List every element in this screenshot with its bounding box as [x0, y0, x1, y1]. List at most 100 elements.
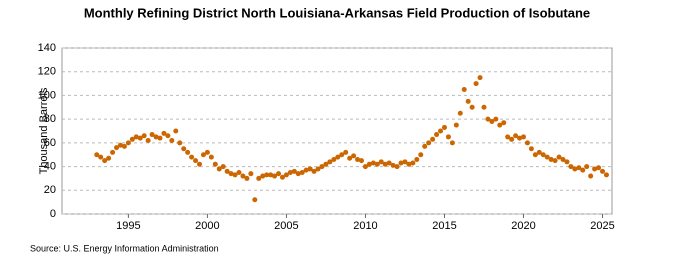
data-point	[445, 134, 451, 140]
data-point	[264, 172, 270, 178]
data-point	[102, 158, 108, 164]
data-point	[121, 143, 127, 149]
data-point	[370, 160, 376, 166]
data-point	[228, 171, 234, 177]
data-point	[426, 140, 432, 146]
data-point	[548, 156, 554, 162]
data-point	[94, 152, 100, 158]
data-point	[513, 133, 519, 139]
x-tick-label: 2005	[274, 220, 298, 232]
data-point	[169, 137, 175, 143]
data-point	[299, 170, 305, 175]
data-point	[556, 154, 562, 160]
y-tick-label: 0	[50, 208, 56, 220]
data-point	[398, 160, 404, 166]
data-point	[592, 166, 598, 172]
data-point	[272, 173, 278, 179]
data-point	[596, 165, 602, 171]
data-point	[291, 168, 297, 174]
data-point	[252, 197, 258, 203]
data-point	[382, 161, 388, 167]
data-point	[386, 160, 392, 166]
chart-title: Monthly Refining District North Louisian…	[84, 5, 590, 20]
data-point	[532, 152, 538, 158]
data-point	[208, 154, 214, 160]
data-point	[240, 173, 246, 179]
data-point	[268, 172, 274, 178]
data-point	[493, 116, 499, 122]
x-tick-label: 2010	[353, 220, 377, 232]
x-tick-label: 2000	[195, 220, 219, 232]
data-point	[461, 87, 467, 92]
data-point	[414, 156, 420, 162]
data-point	[220, 164, 226, 170]
data-point	[216, 166, 222, 172]
data-point	[189, 154, 195, 160]
data-point	[406, 161, 412, 167]
data-point	[185, 149, 191, 155]
y-tick-label: 140	[38, 42, 56, 54]
data-point	[279, 174, 285, 180]
data-point	[520, 134, 526, 140]
data-point	[434, 132, 440, 138]
data-point	[402, 159, 408, 165]
data-point	[410, 160, 416, 166]
data-point	[141, 133, 147, 139]
y-tick-label: 120	[38, 66, 56, 78]
y-tick-label: 60	[44, 137, 56, 149]
data-point	[287, 170, 293, 175]
data-point	[129, 136, 135, 142]
data-point	[351, 153, 357, 159]
data-point	[366, 161, 372, 167]
x-tick-label: 2020	[511, 220, 535, 232]
data-point	[319, 164, 325, 170]
data-point	[394, 164, 400, 170]
data-point	[110, 149, 116, 155]
data-point	[197, 161, 202, 167]
y-tick-label: 100	[38, 89, 56, 101]
data-point	[418, 152, 424, 158]
data-point	[283, 172, 289, 178]
source: Source: U.S. Energy Information Administ…	[30, 243, 219, 253]
data-point	[177, 140, 183, 146]
data-point	[441, 124, 447, 130]
data-point	[485, 116, 491, 122]
data-point	[331, 156, 337, 162]
data-point	[560, 156, 566, 162]
data-point	[430, 136, 436, 142]
data-point	[572, 166, 578, 172]
data-point	[501, 120, 507, 126]
data-point	[540, 152, 546, 158]
data-point	[438, 128, 444, 134]
data-point	[125, 140, 131, 146]
data-point	[193, 158, 199, 164]
data-point	[98, 154, 104, 160]
data-point	[335, 154, 341, 160]
x-tick-label: 2015	[432, 220, 456, 232]
data-point	[212, 161, 218, 167]
y-tick-label: 80	[44, 113, 56, 125]
data-point	[469, 104, 475, 110]
data-point	[232, 172, 238, 178]
data-point	[260, 173, 266, 179]
data-point	[157, 135, 163, 141]
data-point	[343, 149, 349, 155]
data-point	[422, 143, 428, 149]
data-point	[106, 155, 112, 161]
data-point	[358, 158, 364, 164]
data-point	[200, 152, 206, 158]
data-point	[505, 134, 511, 140]
data-point	[465, 98, 471, 104]
data-point	[564, 159, 570, 165]
data-point	[509, 136, 515, 142]
data-point	[473, 81, 479, 87]
data-point	[133, 134, 139, 140]
data-point	[576, 165, 582, 171]
data-point	[390, 162, 396, 168]
data-point	[315, 166, 321, 172]
data-point	[489, 119, 495, 125]
data-point	[137, 135, 143, 141]
data-point	[236, 170, 242, 175]
data-point	[477, 75, 483, 81]
